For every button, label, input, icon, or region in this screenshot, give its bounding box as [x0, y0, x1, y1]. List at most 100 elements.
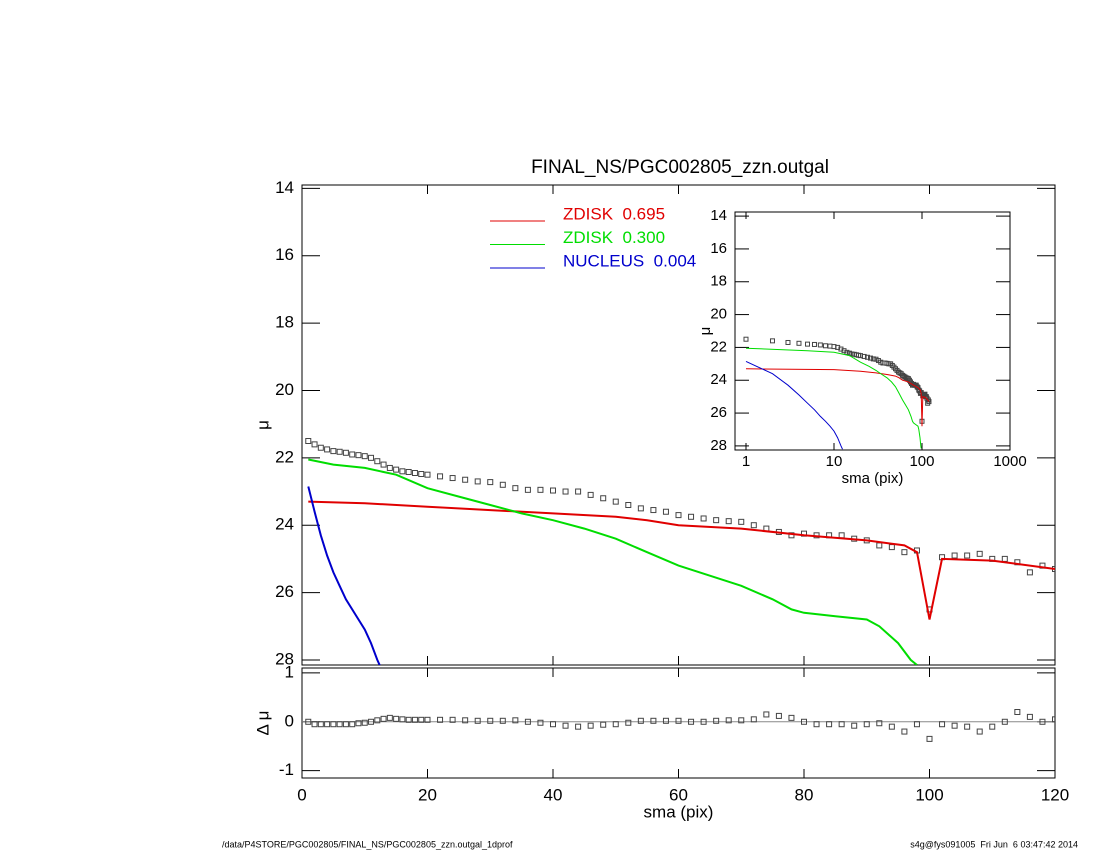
data-point — [1001, 555, 1008, 562]
y-tick-label: 28 — [275, 649, 294, 668]
x-axis-label: sma (pix) — [842, 470, 904, 487]
data-point — [785, 339, 791, 345]
data-point — [474, 717, 481, 724]
data-point — [888, 723, 895, 730]
data-point — [512, 485, 519, 492]
data-point — [411, 470, 418, 476]
data-point — [349, 721, 356, 728]
legend-label: NUCLEUS 0.004 — [563, 251, 696, 270]
data-point — [838, 532, 845, 539]
data-point — [424, 716, 431, 723]
data-point — [750, 522, 757, 529]
y-tick-label: 20 — [275, 380, 294, 399]
y-tick-label: 24 — [275, 515, 294, 534]
data-point — [876, 720, 883, 727]
x-tick-label: 40 — [544, 785, 563, 804]
data-point — [700, 718, 707, 725]
chart-title: FINAL_NS/PGC002805_zzn.outgal — [531, 157, 829, 178]
data-point — [411, 716, 418, 723]
x-tick-label: 80 — [795, 785, 814, 804]
data-point — [650, 717, 657, 724]
x-tick-label: 60 — [669, 785, 688, 804]
y-axis-label: μ — [697, 327, 714, 336]
x-tick-label: 0 — [297, 785, 306, 804]
data-point — [342, 449, 349, 456]
data-point — [964, 723, 971, 730]
data-point — [675, 717, 682, 724]
data-point — [311, 441, 318, 448]
data-point — [487, 479, 494, 486]
data-point — [587, 722, 594, 729]
y-tick-label: 14 — [710, 207, 727, 224]
y-tick-label: 22 — [710, 338, 727, 355]
data-point — [305, 438, 312, 444]
y-axis-label: μ — [253, 420, 272, 430]
data-point — [462, 717, 469, 724]
data-point — [399, 468, 406, 475]
data-point — [976, 728, 983, 735]
data-point — [405, 468, 412, 475]
data-point — [796, 340, 802, 346]
data-point — [368, 718, 375, 725]
y-tick-label: 26 — [710, 404, 727, 421]
data-point — [913, 721, 920, 728]
data-point — [738, 717, 745, 724]
footer-right: s4g@fys091005 Fri Jun 6 03:47:42 2014 — [910, 839, 1078, 849]
data-point — [449, 716, 456, 723]
data-point — [342, 721, 349, 728]
data-point — [424, 471, 431, 478]
data-point — [311, 721, 318, 728]
plot-area — [305, 709, 1055, 742]
data-point — [317, 444, 324, 451]
data-point — [1014, 709, 1021, 715]
data-point — [437, 716, 444, 723]
data-point — [512, 717, 519, 724]
data-point — [805, 341, 811, 347]
data-point — [844, 349, 850, 355]
data-point — [926, 399, 932, 405]
data-point — [499, 481, 506, 488]
profile-line — [307, 486, 381, 665]
data-point — [926, 735, 933, 742]
data-point — [330, 721, 337, 728]
data-point — [418, 471, 425, 478]
profile-line — [745, 368, 930, 427]
data-point — [811, 341, 817, 347]
data-point — [487, 717, 494, 724]
x-tick-label: 1000 — [993, 453, 1026, 470]
data-point — [976, 550, 983, 557]
data-point — [750, 716, 757, 723]
data-point — [743, 336, 749, 342]
profile-line — [745, 347, 922, 449]
data-point — [1001, 718, 1008, 725]
x-tick-label: 10 — [826, 453, 843, 470]
x-tick-label: 1 — [742, 453, 750, 470]
data-point — [650, 507, 657, 514]
data-point — [662, 717, 669, 724]
data-point — [675, 512, 682, 519]
data-point — [524, 486, 531, 493]
data-point — [612, 721, 619, 728]
data-point — [775, 712, 782, 719]
data-point — [336, 721, 343, 728]
data-point — [801, 718, 807, 725]
data-point — [374, 458, 381, 465]
data-point — [851, 722, 858, 729]
y-tick-label: 28 — [710, 437, 727, 454]
data-point — [625, 719, 632, 726]
data-point — [763, 711, 770, 718]
data-point — [822, 343, 828, 349]
y-tick-label: 22 — [275, 447, 294, 466]
data-point — [861, 353, 867, 359]
data-point — [827, 343, 833, 349]
data-point — [550, 721, 556, 728]
profile-line — [745, 360, 843, 450]
data-point — [349, 451, 356, 458]
data-point — [361, 719, 368, 726]
data-point — [625, 502, 632, 508]
y-tick-label: 24 — [710, 371, 727, 388]
y-tick-label: 16 — [710, 240, 727, 257]
x-tick-label: 100 — [909, 453, 934, 470]
legend-label: ZDISK 0.695 — [563, 204, 665, 223]
data-point — [405, 716, 412, 723]
